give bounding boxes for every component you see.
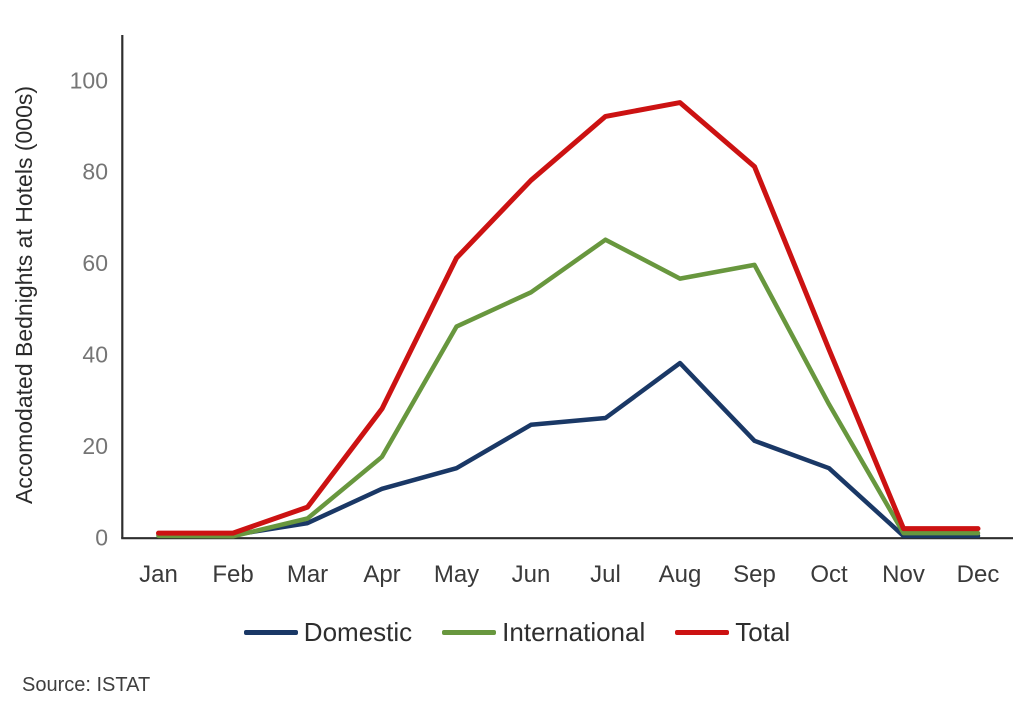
legend-swatch-domestic	[243, 629, 298, 635]
y-tick-label: 20	[82, 433, 108, 459]
x-tick-label: Apr	[363, 561, 400, 588]
legend-item-international: International	[442, 617, 645, 648]
source-note: Source: ISTAT	[22, 674, 151, 696]
x-tick-label: Jan	[139, 561, 178, 588]
series-line-total	[156, 100, 981, 536]
x-tick-label: Nov	[882, 561, 925, 588]
series-line-domestic	[156, 360, 981, 539]
legend-item-domestic: Domestic	[243, 616, 413, 648]
y-tick-label: 40	[82, 342, 108, 368]
legend-label-international: International	[502, 616, 646, 647]
series-line-international	[156, 237, 981, 539]
x-axis-tick-labels: Jan Feb Mar Apr May Jun Jul Aug Sep Oct Nov Dec	[139, 561, 999, 588]
x-tick-label: May	[434, 561, 479, 588]
x-tick-label: Aug	[659, 561, 702, 588]
y-tick-label: 80	[82, 159, 108, 185]
y-tick-label: 60	[82, 250, 108, 276]
x-tick-label: Dec	[957, 561, 1000, 588]
legend-item-total: Total	[675, 617, 790, 648]
x-tick-label: Feb	[212, 561, 253, 588]
series-lines	[156, 100, 981, 539]
x-tick-label: Oct	[810, 561, 848, 588]
legend-label-domestic: Domestic	[303, 616, 413, 647]
y-axis-title: Accomodated Bednights at Hotels (000s)	[11, 86, 37, 504]
y-tick-label: 0	[95, 524, 108, 550]
x-tick-label: Jun	[512, 561, 551, 588]
legend-label-total: Total	[735, 616, 791, 647]
x-tick-label: Jul	[590, 561, 621, 588]
legend: Domestic International Total	[122, 617, 912, 647]
y-axis-tick-labels: 0 20 40 60 80 100	[70, 67, 108, 550]
x-tick-label: Mar	[287, 561, 328, 588]
legend-swatch-international	[442, 629, 497, 635]
legend-swatch-total	[675, 629, 730, 635]
x-tick-label: Sep	[733, 561, 776, 588]
y-tick-label: 100	[70, 67, 108, 93]
